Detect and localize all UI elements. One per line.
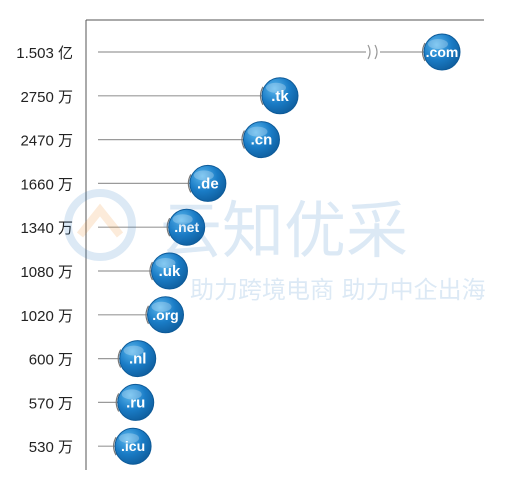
value-label-uk: 1080 万	[20, 264, 73, 281]
bubble-net	[168, 208, 206, 246]
bubble-shine-de	[193, 170, 214, 181]
bubble-com	[423, 33, 461, 71]
value-label-org: 1020 万	[20, 308, 73, 325]
value-label-tk: 2750 万	[20, 89, 73, 106]
bubble-cn	[242, 121, 280, 159]
value-label-net: 1340 万	[20, 220, 73, 237]
bubble-shine-tk	[266, 82, 286, 93]
bubble-shine-cn	[247, 126, 268, 137]
bubble-uk	[150, 252, 188, 290]
bubble-nl	[119, 340, 157, 378]
bubble-shine-com	[428, 39, 448, 49]
bubble-bracket-com	[421, 42, 426, 62]
bubble-shine-net	[172, 214, 193, 225]
value-label-ru: 570 万	[29, 395, 73, 412]
bubble-bracket-uk	[149, 261, 154, 281]
value-label-cn: 2470 万	[20, 133, 73, 150]
bubble-shine-icu	[119, 433, 140, 444]
bubble-bracket-tk	[259, 86, 264, 106]
bubble-bracket-de	[187, 174, 192, 193]
category-label-icu: .icu	[121, 438, 145, 454]
bubble-shine-ru	[121, 389, 142, 400]
bubble-icu	[114, 427, 152, 465]
value-label-de: 1660 万	[20, 176, 73, 193]
bubble-bracket-net	[166, 217, 171, 237]
category-label-com: .com	[426, 44, 459, 60]
bubble-bracket-cn	[241, 130, 245, 149]
bubble-org	[147, 296, 185, 334]
bubble-bracket-nl	[117, 349, 122, 368]
category-label-org: .org	[152, 307, 178, 323]
bubble-tk	[261, 77, 299, 115]
value-label-nl: 600 万	[29, 352, 73, 369]
bubble-ru	[117, 383, 155, 421]
value-label-com: 1.503 亿	[16, 45, 73, 62]
category-label-cn: .cn	[251, 132, 273, 149]
category-label-de: .de	[197, 175, 219, 192]
category-label-nl: .nl	[129, 351, 147, 368]
bubble-bracket-icu	[112, 436, 117, 456]
value-label-icu: 530 万	[29, 439, 73, 456]
bubble-shine-org	[151, 301, 172, 312]
category-label-net: .net	[174, 219, 199, 235]
bubble-shine-uk	[155, 258, 176, 268]
bubble-bracket-org	[145, 305, 150, 325]
bubble-shine-nl	[123, 345, 144, 356]
category-label-uk: .uk	[159, 263, 181, 280]
category-label-ru: .ru	[126, 394, 145, 411]
bubble-bracket-ru	[115, 393, 120, 412]
bubble-de	[189, 164, 227, 202]
category-label-tk: .tk	[271, 88, 289, 105]
axis-break-mark	[367, 44, 378, 60]
